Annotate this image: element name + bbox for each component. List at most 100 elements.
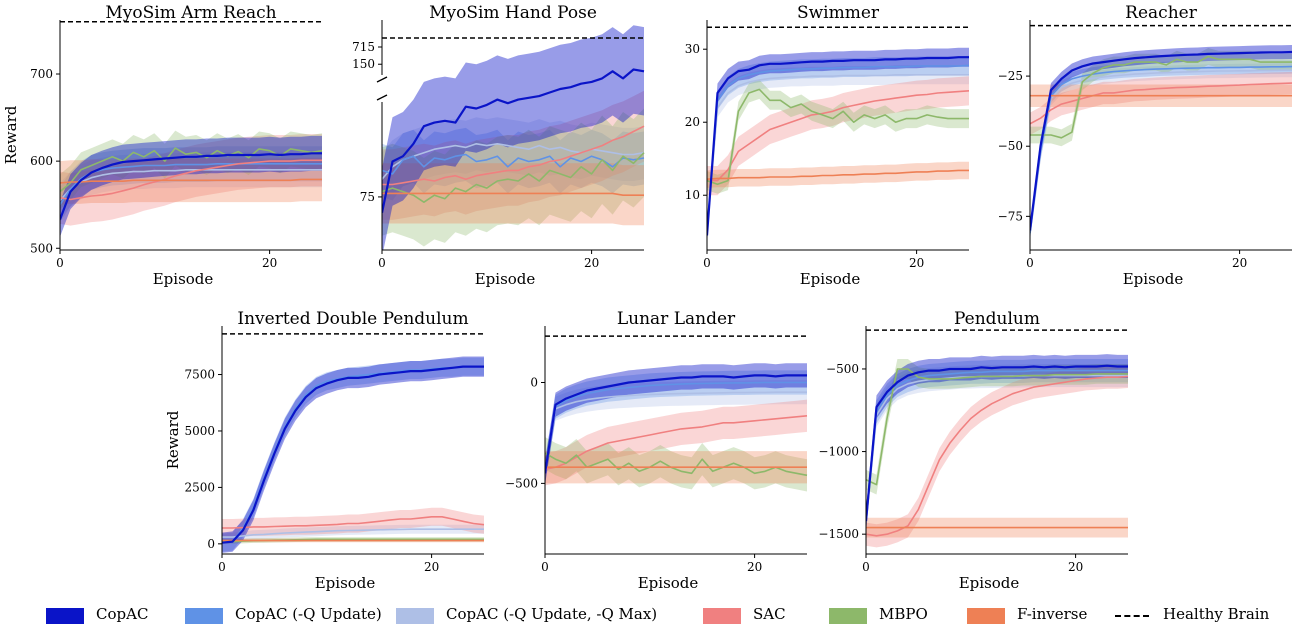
x-tick-label: 0 xyxy=(1026,256,1034,270)
confidence-band-copac-noq-nomax xyxy=(866,364,1128,533)
confidence-band-sac xyxy=(707,76,969,196)
series-line-copac xyxy=(707,56,969,236)
series-line-mbpo xyxy=(382,152,645,203)
chart-title: MyoSim Hand Pose xyxy=(429,3,597,23)
series-line-sac xyxy=(866,375,1129,537)
chart-panel-7: −1500 −1000 −500 0 20 Pendulum Episode xyxy=(818,309,1129,592)
series-line-copac xyxy=(60,152,322,220)
legend-label: CopAC (-Q Update, -Q Max) xyxy=(446,605,658,623)
legend: CopAC CopAC (-Q Update) CopAC (-Q Update… xyxy=(0,604,1294,630)
legend-swatch-copac-noq xyxy=(185,608,223,624)
series-line-copac-noq-nomax xyxy=(382,143,645,180)
x-tick-label: 0 xyxy=(56,256,64,270)
y-tick-label: 30 xyxy=(685,42,700,56)
series-line-finv xyxy=(60,178,322,184)
series-line-sac xyxy=(707,90,970,182)
confidence-band-mbpo xyxy=(707,79,969,194)
chart-panel-6: −500 0 0 20 Lunar Lander Episode xyxy=(505,309,808,592)
confidence-band-copac-noq-nomax xyxy=(545,380,807,484)
y-tick-label: 7500 xyxy=(184,368,215,382)
series-line-copac-noq xyxy=(707,64,970,232)
confidence-band-finv xyxy=(382,163,644,226)
confidence-band-copac-noq xyxy=(60,146,322,223)
y-tick-label: −500 xyxy=(826,362,859,376)
chart-title: Inverted Double Pendulum xyxy=(237,309,468,329)
confidence-band-copac-noq xyxy=(545,370,807,484)
legend-label: CopAC (-Q Update) xyxy=(235,605,382,623)
x-axis-label: Episode xyxy=(475,270,536,288)
series-line-copac-noq-nomax xyxy=(707,74,969,232)
series-line-copac-noq xyxy=(1030,65,1293,234)
y-tick-label: 2500 xyxy=(184,480,215,494)
series-line-copac-noq xyxy=(545,381,807,472)
series-line-sac xyxy=(382,125,645,186)
confidence-band-copac xyxy=(382,25,644,250)
y-tick-label: −1500 xyxy=(818,527,859,541)
chart-panel-5: 0 2500 5000 7500 0 20 Inverted Double Pendulum… xyxy=(164,309,485,592)
x-tick-label: 20 xyxy=(1232,256,1247,270)
series-line-copac-noq xyxy=(382,153,645,175)
confidence-band-copac xyxy=(866,354,1128,533)
series-line-copac-noq-nomax xyxy=(545,391,807,472)
series-line-copac-noq-nomax xyxy=(1030,69,1292,234)
chart-title: Lunar Lander xyxy=(617,309,736,329)
legend-label: Healthy Brain xyxy=(1163,605,1270,623)
legend-label: CopAC xyxy=(96,605,149,623)
series-line-finv xyxy=(382,192,644,196)
series-line-copac-noq-nomax xyxy=(60,169,322,201)
legend-swatch-healthy xyxy=(1115,615,1149,617)
x-axis-label: Episode xyxy=(800,270,861,288)
x-axis-label: Episode xyxy=(959,574,1020,592)
x-tick-label: 0 xyxy=(541,560,549,574)
y-tick-label: 10 xyxy=(685,188,700,202)
x-tick-label: 20 xyxy=(424,560,439,574)
legend-swatch-mbpo xyxy=(829,608,867,624)
confidence-band-copac-noq xyxy=(382,127,644,201)
x-tick-label: 20 xyxy=(1068,560,1083,574)
plot-area xyxy=(545,363,808,492)
chart-panel-1: 500 600 700 0 20 MyoSim Arm Reach Episode Rewar… xyxy=(2,3,323,288)
chart-title: Swimmer xyxy=(797,3,880,23)
chart-title: Reacher xyxy=(1125,3,1198,23)
x-axis-label: Episode xyxy=(638,574,699,592)
series-line-copac xyxy=(222,365,484,544)
y-tick-label: −25 xyxy=(998,69,1023,83)
series-line-sac xyxy=(545,415,808,471)
x-tick-label: 20 xyxy=(909,256,924,270)
series-line-copac xyxy=(545,374,807,474)
plot-area xyxy=(60,130,323,237)
legend-swatch-sac xyxy=(703,608,741,624)
legend-swatch-finv xyxy=(967,608,1005,624)
x-tick-label: 0 xyxy=(218,560,226,574)
figure-panels: 500 600 700 0 20 MyoSim Arm Reach Episode Rewar… xyxy=(2,3,1293,592)
x-tick-label: 0 xyxy=(862,560,870,574)
series-line-mbpo xyxy=(866,368,1128,486)
series-line-sac xyxy=(60,159,322,201)
confidence-band-sac xyxy=(545,399,807,486)
series-line-copac xyxy=(382,68,645,214)
confidence-band-copac xyxy=(707,47,969,245)
chart-title: MyoSim Arm Reach xyxy=(105,3,276,23)
series-line-copac xyxy=(866,364,1128,522)
x-tick-label: 0 xyxy=(703,256,711,270)
y-tick-label: 500 xyxy=(30,241,53,255)
y-tick-label: 75 xyxy=(360,190,375,204)
y-tick-label: 0 xyxy=(207,537,215,551)
plot-area xyxy=(222,356,485,553)
y-tick-label: −1000 xyxy=(818,445,859,459)
confidence-band-copac xyxy=(545,363,807,486)
x-axis-label: Episode xyxy=(1123,270,1184,288)
confidence-band-sac xyxy=(1030,71,1292,135)
plot-area xyxy=(1030,45,1293,241)
series-line-finv xyxy=(707,169,969,180)
x-tick-label: 20 xyxy=(747,560,762,574)
confidence-band-sac xyxy=(222,507,484,538)
y-tick-label: 150 xyxy=(352,57,375,71)
series-line-sac xyxy=(1030,82,1293,125)
series-line-copac xyxy=(1030,50,1293,231)
series-line-copac-noq xyxy=(60,163,322,206)
chart-panel-4: −75 −50 −25 0 20 Reacher Episode xyxy=(998,3,1293,288)
series-line-mbpo xyxy=(1030,55,1292,139)
y-tick-label: −500 xyxy=(505,476,538,490)
y-tick-label: 600 xyxy=(30,154,53,168)
